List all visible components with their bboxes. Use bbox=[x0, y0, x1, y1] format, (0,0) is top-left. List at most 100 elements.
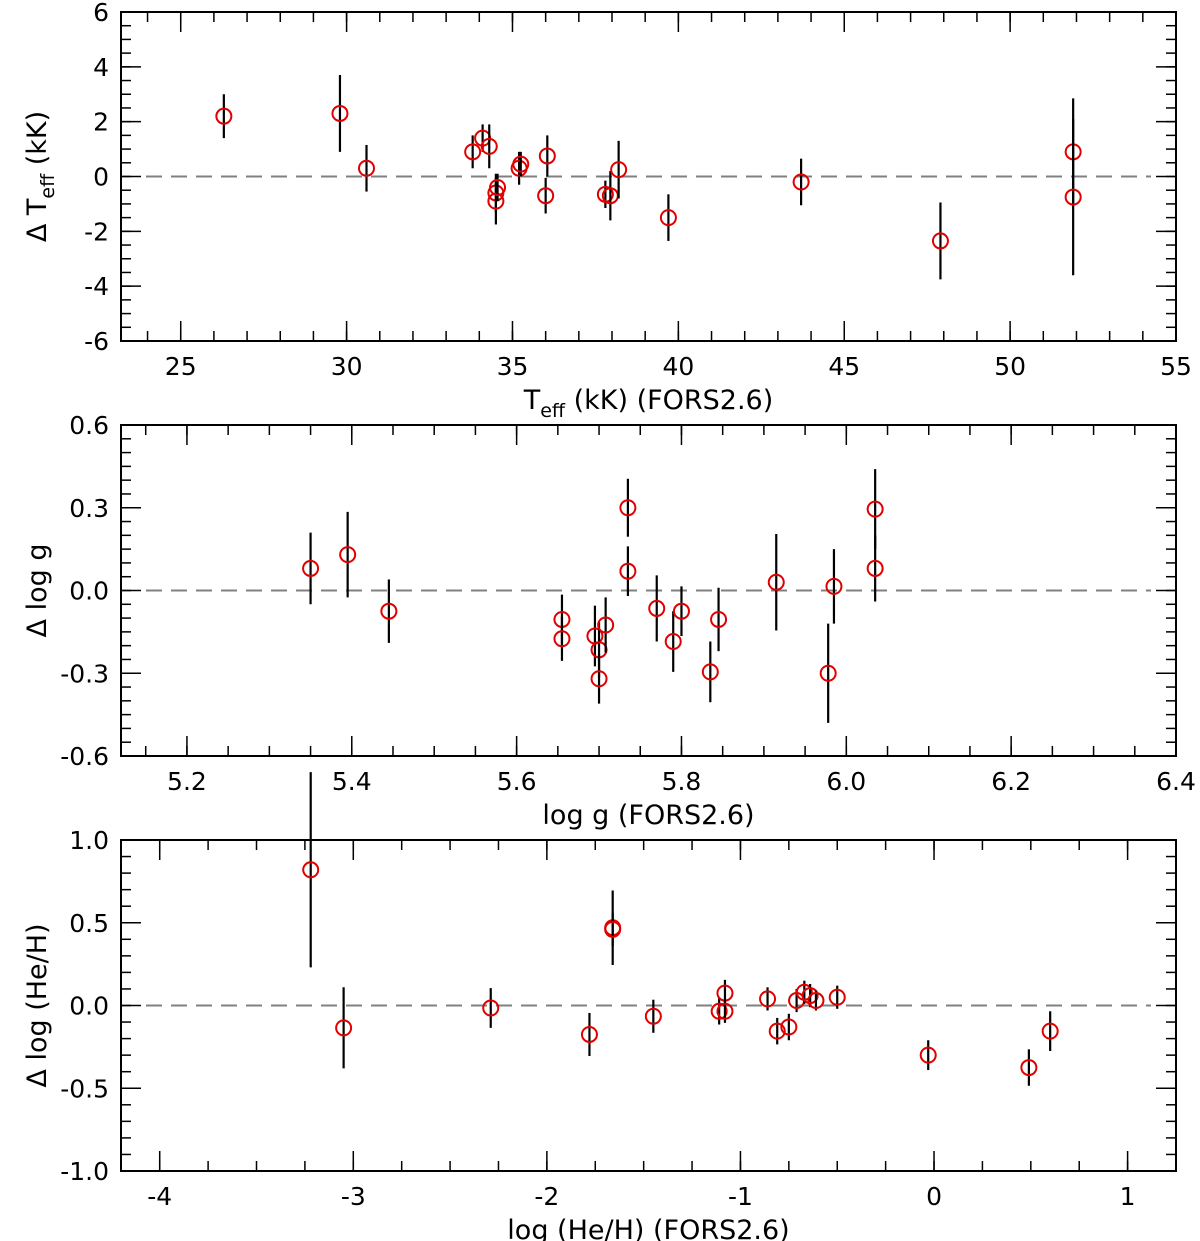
x-axis-label-main: T bbox=[523, 385, 541, 416]
x-tick-label: 45 bbox=[828, 352, 860, 381]
x-tick-label: 5.2 bbox=[167, 767, 207, 796]
data-point bbox=[931, 232, 949, 250]
data-point bbox=[302, 861, 320, 879]
y-tick-label: 1.0 bbox=[69, 826, 109, 855]
data-point bbox=[537, 187, 555, 205]
y-axis-label-sub: eff bbox=[37, 173, 59, 199]
data-point bbox=[339, 546, 357, 564]
data-point bbox=[710, 610, 728, 628]
x-tick-label: 5.6 bbox=[497, 767, 537, 796]
data-point bbox=[1020, 1059, 1038, 1077]
y-tick-label: 0.5 bbox=[69, 909, 109, 938]
y-tick-label: -2 bbox=[84, 217, 109, 246]
panel-logg: 5.2 5.4 5.6 5.8 6.0 6.2 6.4 -0.6 -0.3 0.0 0.3 0.6 lo… bbox=[22, 411, 1196, 831]
x-tick-label: 6.2 bbox=[991, 767, 1031, 796]
data-point bbox=[866, 559, 884, 577]
data-point bbox=[480, 137, 498, 155]
data-point bbox=[792, 173, 810, 191]
data-point bbox=[807, 992, 825, 1010]
y-tick-label: 0 bbox=[93, 163, 109, 192]
data-point bbox=[801, 987, 819, 1005]
y-tick-label: -0.5 bbox=[60, 1074, 109, 1103]
data-point bbox=[819, 664, 837, 682]
data-point bbox=[619, 562, 637, 580]
x-tick-label: -3 bbox=[341, 1182, 366, 1211]
data-point bbox=[701, 663, 719, 681]
x-axis-label-rest: (kK) (FORS2.6) bbox=[565, 385, 773, 416]
x-tick-label: 0 bbox=[926, 1182, 942, 1211]
data-point bbox=[215, 107, 233, 125]
y-tick-label: 4 bbox=[93, 53, 109, 82]
x-axis-label: log g (FORS2.6) bbox=[542, 800, 754, 831]
x-tick-label: -2 bbox=[534, 1182, 559, 1211]
x-tick-label: 5.8 bbox=[662, 767, 702, 796]
x-tick-label: 6.0 bbox=[826, 767, 866, 796]
data-point bbox=[482, 999, 500, 1017]
x-tick-label: 1 bbox=[1120, 1182, 1136, 1211]
y-tick-label: 0.0 bbox=[69, 577, 109, 606]
x-tick-label: 25 bbox=[165, 352, 197, 381]
y-tick-label: 2 bbox=[93, 108, 109, 137]
y-tick-label: -4 bbox=[84, 272, 109, 301]
data-point bbox=[780, 1018, 798, 1036]
x-tick-label: 50 bbox=[994, 352, 1026, 381]
data-point bbox=[828, 988, 846, 1006]
y-tick-label: 0.6 bbox=[69, 411, 109, 440]
y-axis-label: Δ Teff (kK) bbox=[22, 111, 59, 242]
y-axis-label-main: Δ log (He/H) bbox=[22, 923, 53, 1087]
x-tick-label: 55 bbox=[1160, 352, 1192, 381]
x-axis-label-main: log g (FORS2.6) bbox=[542, 800, 754, 831]
data-point bbox=[331, 104, 349, 122]
data-point bbox=[768, 1022, 786, 1040]
data-point bbox=[464, 143, 482, 161]
x-tick-label: 6.4 bbox=[1156, 767, 1196, 796]
data-point bbox=[759, 990, 777, 1008]
data-point bbox=[489, 178, 507, 196]
y-tick-label: 0.3 bbox=[69, 494, 109, 523]
x-tick-label: 5.4 bbox=[332, 767, 372, 796]
data-point bbox=[648, 599, 666, 617]
x-tick-label: -4 bbox=[147, 1182, 172, 1211]
data-point bbox=[619, 499, 637, 517]
x-axis-label-main: log (He/H) (FORS2.6) bbox=[507, 1215, 789, 1241]
y-tick-label: -0.3 bbox=[60, 659, 109, 688]
panel-hehe: -4 -3 -2 -1 0 1 -1.0 -0.5 0.0 0.5 1.0 log (He/H) (F… bbox=[22, 772, 1177, 1241]
data-point bbox=[610, 161, 628, 179]
data-point bbox=[487, 192, 505, 210]
y-tick-label: 6 bbox=[93, 0, 109, 27]
y-tick-label: 0.0 bbox=[69, 992, 109, 1021]
y-axis-label: Δ log (He/H) bbox=[22, 923, 53, 1087]
data-point bbox=[710, 1002, 728, 1020]
y-axis-label-rest: (kK) bbox=[22, 111, 53, 174]
panel-teff: 25 30 35 40 45 50 55 -6 -4 -2 0 2 4 6 Teff (kK) (FORS2… bbox=[22, 0, 1192, 422]
data-point bbox=[1041, 1022, 1059, 1040]
data-point bbox=[358, 159, 376, 177]
data-point bbox=[664, 633, 682, 651]
data-point bbox=[335, 1019, 353, 1037]
data-point bbox=[590, 670, 608, 688]
data-point bbox=[866, 500, 884, 518]
data-point bbox=[580, 1025, 598, 1043]
x-axis-label-sub: eff bbox=[540, 400, 566, 422]
x-axis-label: log (He/H) (FORS2.6) bbox=[507, 1215, 789, 1241]
data-point bbox=[597, 616, 615, 634]
data-point bbox=[644, 1007, 662, 1025]
y-axis-label-main: Δ T bbox=[22, 198, 53, 242]
y-axis-label-main: Δ log g bbox=[22, 544, 53, 638]
data-point bbox=[672, 602, 690, 620]
data-point bbox=[716, 1002, 734, 1020]
data-point bbox=[512, 155, 530, 173]
data-point bbox=[538, 147, 556, 165]
data-point bbox=[919, 1046, 937, 1064]
data-point bbox=[659, 209, 677, 227]
x-tick-label: 30 bbox=[331, 352, 363, 381]
data-point bbox=[1064, 188, 1082, 206]
data-point bbox=[553, 630, 571, 648]
y-tick-label: -6 bbox=[84, 327, 109, 356]
y-tick-label: -1.0 bbox=[60, 1157, 109, 1186]
data-point bbox=[380, 602, 398, 620]
data-point bbox=[302, 559, 320, 577]
data-point bbox=[825, 577, 843, 595]
x-tick-label: -1 bbox=[728, 1182, 753, 1211]
